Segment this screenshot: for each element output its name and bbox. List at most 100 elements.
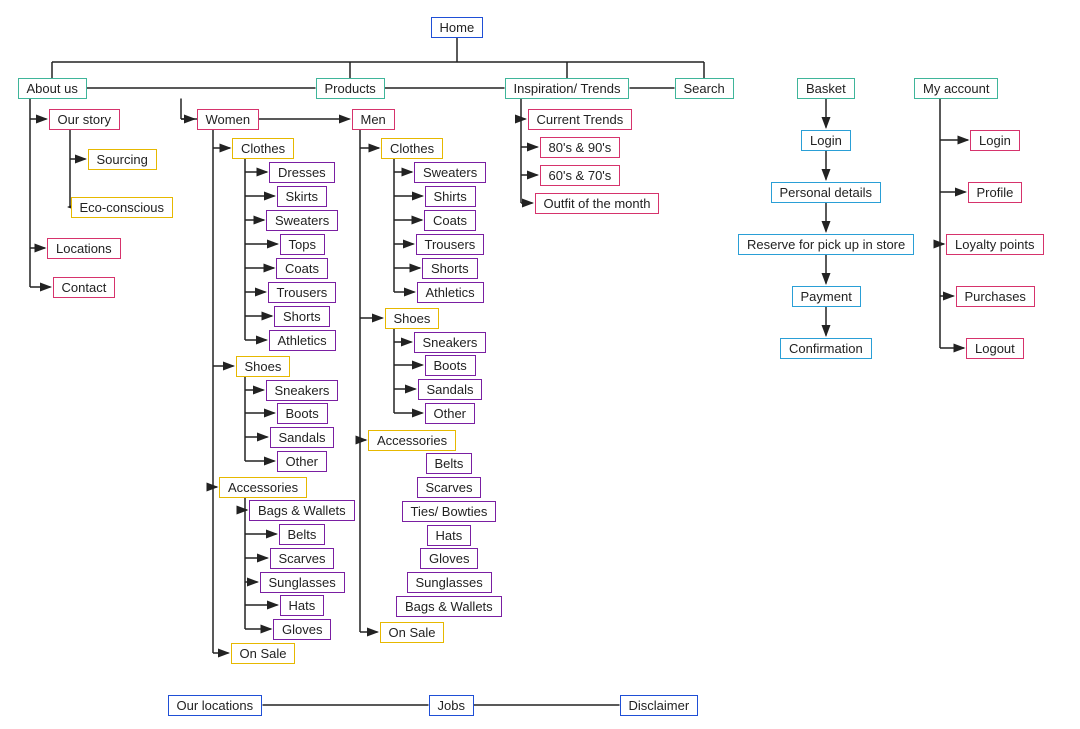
node-w_belts: Belts — [279, 524, 326, 545]
node-label: Current Trends — [537, 112, 624, 127]
node-i_8090: 80's & 90's — [540, 137, 621, 158]
node-w_hats: Hats — [280, 595, 325, 616]
node-m_scarves: Scarves — [417, 477, 482, 498]
node-label: Coats — [285, 261, 319, 276]
node-w_sandals: Sandals — [270, 427, 335, 448]
node-label: Clothes — [241, 141, 285, 156]
node-b_reserve: Reserve for pick up in store — [738, 234, 914, 255]
node-a_purchases: Purchases — [956, 286, 1035, 307]
node-m_sneakers: Sneakers — [414, 332, 487, 353]
node-m_athletic: Athletics — [417, 282, 484, 303]
node-label: Accessories — [377, 433, 447, 448]
node-label: Scarves — [279, 551, 326, 566]
node-m_acc: Accessories — [368, 430, 456, 451]
node-label: Gloves — [282, 622, 322, 637]
node-label: Inspiration/ Trends — [514, 81, 621, 96]
node-b_personal: Personal details — [771, 182, 882, 203]
node-sourcing: Sourcing — [88, 149, 157, 170]
node-about: About us — [18, 78, 87, 99]
node-label: Athletics — [426, 285, 475, 300]
node-f_disclaimer: Disclaimer — [620, 695, 699, 716]
node-label: Belts — [435, 456, 464, 471]
node-m_ties: Ties/ Bowties — [402, 501, 497, 522]
node-w_sweaters: Sweaters — [266, 210, 338, 231]
node-label: Trousers — [277, 285, 328, 300]
node-label: My account — [923, 81, 989, 96]
node-label: Purchases — [965, 289, 1026, 304]
node-w_dresses: Dresses — [269, 162, 335, 183]
node-label: Belts — [288, 527, 317, 542]
node-label: Disclaimer — [629, 698, 690, 713]
node-label: Products — [325, 81, 376, 96]
node-label: Sneakers — [275, 383, 330, 398]
node-label: Bags & Wallets — [405, 599, 493, 614]
node-label: Dresses — [278, 165, 326, 180]
node-label: Reserve for pick up in store — [747, 237, 905, 252]
node-b_login: Login — [801, 130, 851, 151]
node-inspire: Inspiration/ Trends — [505, 78, 630, 99]
node-label: Logout — [975, 341, 1015, 356]
node-our_story: Our story — [49, 109, 120, 130]
node-label: Trousers — [425, 237, 476, 252]
node-eco: Eco-conscious — [71, 197, 174, 218]
node-search: Search — [675, 78, 734, 99]
node-label: Boots — [286, 406, 319, 421]
node-m_shirts: Shirts — [425, 186, 476, 207]
node-w_sneakers: Sneakers — [266, 380, 339, 401]
node-contact: Contact — [53, 277, 116, 298]
node-label: 80's & 90's — [549, 140, 612, 155]
node-w_other: Other — [277, 451, 328, 472]
node-m_sale: On Sale — [380, 622, 445, 643]
node-a_login: Login — [970, 130, 1020, 151]
node-label: Sandals — [427, 382, 474, 397]
node-label: Outfit of the month — [544, 196, 651, 211]
node-label: Hats — [289, 598, 316, 613]
node-label: Ties/ Bowties — [411, 504, 488, 519]
node-label: Our story — [58, 112, 111, 127]
node-label: Eco-conscious — [80, 200, 165, 215]
node-b_confirm: Confirmation — [780, 338, 872, 359]
node-label: Accessories — [228, 480, 298, 495]
node-m_belts: Belts — [426, 453, 473, 474]
node-label: Coats — [433, 213, 467, 228]
node-w_scarves: Scarves — [270, 548, 335, 569]
node-i_trends: Current Trends — [528, 109, 633, 130]
node-label: Sandals — [279, 430, 326, 445]
node-m_sunglasses: Sunglasses — [407, 572, 492, 593]
node-label: Loyalty points — [955, 237, 1035, 252]
node-label: Men — [361, 112, 386, 127]
node-label: Sunglasses — [269, 575, 336, 590]
node-label: Payment — [801, 289, 852, 304]
node-locations_a: Locations — [47, 238, 121, 259]
node-a_loyalty: Loyalty points — [946, 234, 1044, 255]
node-m_clothes: Clothes — [381, 138, 443, 159]
node-label: Contact — [62, 280, 107, 295]
node-label: Sweaters — [423, 165, 477, 180]
node-w_acc: Accessories — [219, 477, 307, 498]
node-account: My account — [914, 78, 998, 99]
node-label: On Sale — [389, 625, 436, 640]
node-label: Shirts — [434, 189, 467, 204]
node-label: Shoes — [394, 311, 431, 326]
node-w_bags: Bags & Wallets — [249, 500, 355, 521]
node-m_shorts: Shorts — [422, 258, 478, 279]
node-a_profile: Profile — [968, 182, 1023, 203]
node-label: Home — [440, 20, 475, 35]
node-label: On Sale — [240, 646, 287, 661]
node-label: Shoes — [245, 359, 282, 374]
node-label: Sourcing — [97, 152, 148, 167]
node-f_locations: Our locations — [168, 695, 263, 716]
node-m_bags: Bags & Wallets — [396, 596, 502, 617]
node-i_6070: 60's & 70's — [540, 165, 621, 186]
node-label: Hats — [436, 528, 463, 543]
node-m_coats: Coats — [424, 210, 476, 231]
node-label: Sneakers — [423, 335, 478, 350]
node-f_jobs: Jobs — [429, 695, 474, 716]
node-label: Locations — [56, 241, 112, 256]
node-label: Other — [286, 454, 319, 469]
node-w_coats: Coats — [276, 258, 328, 279]
node-w_gloves: Gloves — [273, 619, 331, 640]
node-label: Search — [684, 81, 725, 96]
node-w_shoes: Shoes — [236, 356, 291, 377]
node-label: 60's & 70's — [549, 168, 612, 183]
